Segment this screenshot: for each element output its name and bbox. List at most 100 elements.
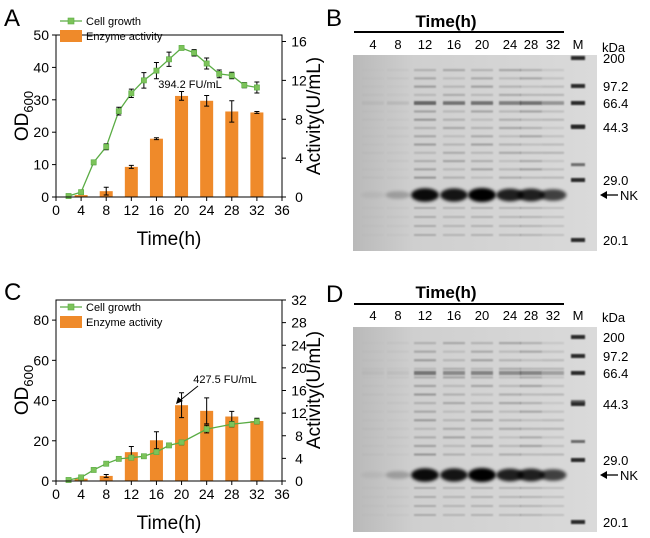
chart-c-y-ticks-right: 0 4 8 12 16 20 24 28 32	[282, 292, 307, 489]
gel-b-low-band	[414, 207, 436, 209]
gel-b-marker-label: 20.1	[603, 233, 628, 248]
gel-d-host-band	[499, 410, 521, 413]
gel-b-low-band	[387, 207, 409, 209]
gel-d-host-band	[443, 393, 465, 396]
gel-b-lane-label: 12	[418, 37, 432, 52]
chart-a: 0 4 8 12 16 20 24 28 32 36 0 10 20 30 40 50 0 4 8 12 16 Ti…	[12, 16, 325, 250]
gel-d-host-band	[414, 427, 436, 430]
gel-d-lane-label: M	[573, 308, 584, 323]
gel-d-host-band	[542, 419, 564, 422]
gel-b-host-band	[520, 176, 542, 179]
chart-c-y-tick-label-left: 40	[33, 393, 49, 409]
gel-d-host-band	[443, 419, 465, 422]
gel-b-host-band	[443, 168, 465, 171]
gel-d-host-band-66	[414, 371, 436, 375]
chart-c-growth-point	[153, 449, 160, 455]
gel-b-host-band	[387, 126, 409, 130]
gel-b-host-band	[471, 143, 493, 146]
gel-b-host-band	[387, 94, 409, 96]
gel-d-host-band	[471, 342, 493, 345]
gel-d-marker-label: 97.2	[603, 349, 628, 364]
gel-b-host-band	[387, 143, 409, 145]
chart-a-activity-error-bar	[179, 91, 185, 101]
gel-b-host-band	[520, 118, 542, 121]
gel-b-ladder-band	[571, 124, 585, 128]
panel-c-label: C	[4, 279, 21, 306]
gel-d-low-band	[387, 496, 409, 498]
gel-d-host-band	[387, 359, 409, 361]
gel-b-nk-band	[468, 188, 496, 202]
chart-a-y-tick-label-right: 0	[295, 189, 303, 205]
gel-d-low-band	[362, 496, 384, 498]
chart-c-growth-markers	[65, 418, 260, 483]
gel-d-host-band	[414, 453, 436, 456]
gel-d-host-band	[362, 402, 384, 404]
chart-c-y-tick-label-right: 24	[291, 337, 307, 353]
gel-b-low-band	[520, 234, 542, 236]
gel-b-lane-label: 4	[369, 37, 376, 52]
gel-d-host-band	[520, 376, 542, 379]
chart-a-y-tick-label-right: 16	[291, 34, 307, 50]
gel-d-host-band	[414, 393, 436, 396]
gel-d-host-band	[443, 342, 465, 345]
gel-d-lane-label: 12	[418, 308, 432, 323]
gel-d-host-band	[414, 376, 436, 379]
gel-b-host-band	[471, 126, 493, 130]
gel-b-host-band	[471, 93, 493, 97]
gel-d-host-band	[443, 444, 465, 448]
chart-a-activity-error-bar	[204, 94, 210, 107]
gel-b-lane-label: 32	[546, 37, 560, 52]
gel-b-nk-band	[539, 189, 567, 201]
gel-d-low-band	[443, 496, 465, 498]
gel-d-low-band	[499, 505, 521, 507]
chart-c-activity-error-bar	[179, 392, 185, 419]
gel-b-nk-label: NK	[620, 188, 638, 203]
gel-d-host-band	[362, 342, 384, 344]
gel-b-host-band	[414, 143, 436, 146]
gel-d-marker-label: 44.3	[603, 397, 628, 412]
chart-a-x-tick-label: 0	[52, 202, 60, 218]
chart-c-y-tick-label-right: 32	[291, 292, 307, 308]
gel-b-host-band	[387, 159, 409, 163]
gel-d-host-band	[414, 384, 436, 388]
chart-c-x-tick-label: 20	[174, 486, 190, 502]
gel-d-host-band	[520, 410, 542, 413]
gel-b-host-band	[387, 135, 409, 138]
chart-c-growth-point	[90, 467, 97, 473]
gel-d-host-band	[362, 368, 384, 370]
gel-b-bands	[360, 56, 585, 242]
gel-d-lane-label: 16	[447, 308, 461, 323]
gel-b-host-band	[414, 85, 436, 88]
chart-c-activity-error-bar	[153, 431, 159, 450]
chart-a-x-tick-label: 28	[224, 202, 240, 218]
gel-b-low-band	[499, 234, 521, 236]
gel-d-host-band	[387, 350, 409, 353]
chart-c-growth-point	[103, 460, 110, 467]
gel-d-low-band	[542, 514, 564, 516]
gel-d-nk-label: NK	[620, 468, 638, 483]
chart-c-growth-point	[140, 453, 147, 460]
gel-d-host-band	[520, 342, 542, 345]
gel-b-low-band	[499, 216, 521, 218]
chart-c-y-tick-label-left: 80	[33, 312, 49, 328]
gel-d-low-band	[520, 514, 542, 516]
chart-c-growth-point	[128, 454, 135, 461]
chart-a-y2-axis-label: Activity(U/mL)	[304, 57, 325, 175]
gel-d-ladder-band	[571, 371, 585, 375]
chart-a-activity-error-bar	[254, 110, 260, 114]
gel-b-host-band	[499, 135, 521, 138]
gel-d-nk-band	[360, 471, 386, 479]
chart-a-growth-markers	[65, 45, 260, 199]
chart-a-activity-bar	[74, 195, 88, 197]
gel-b-host-band	[443, 151, 465, 154]
chart-a-y-tick-label-right: 8	[295, 111, 303, 127]
chart-a-x-tick-label: 32	[249, 202, 265, 218]
gel-d-host-band	[520, 402, 542, 405]
gel-d-host-band	[471, 436, 493, 439]
gel-d-lane-label: 28	[524, 308, 538, 323]
gel-d-host-band	[499, 419, 521, 422]
gel-d-host-band	[443, 453, 465, 456]
gel-b-host-band	[414, 126, 436, 130]
gel-d-host-band	[387, 436, 409, 439]
chart-a-growth-point	[140, 77, 147, 84]
